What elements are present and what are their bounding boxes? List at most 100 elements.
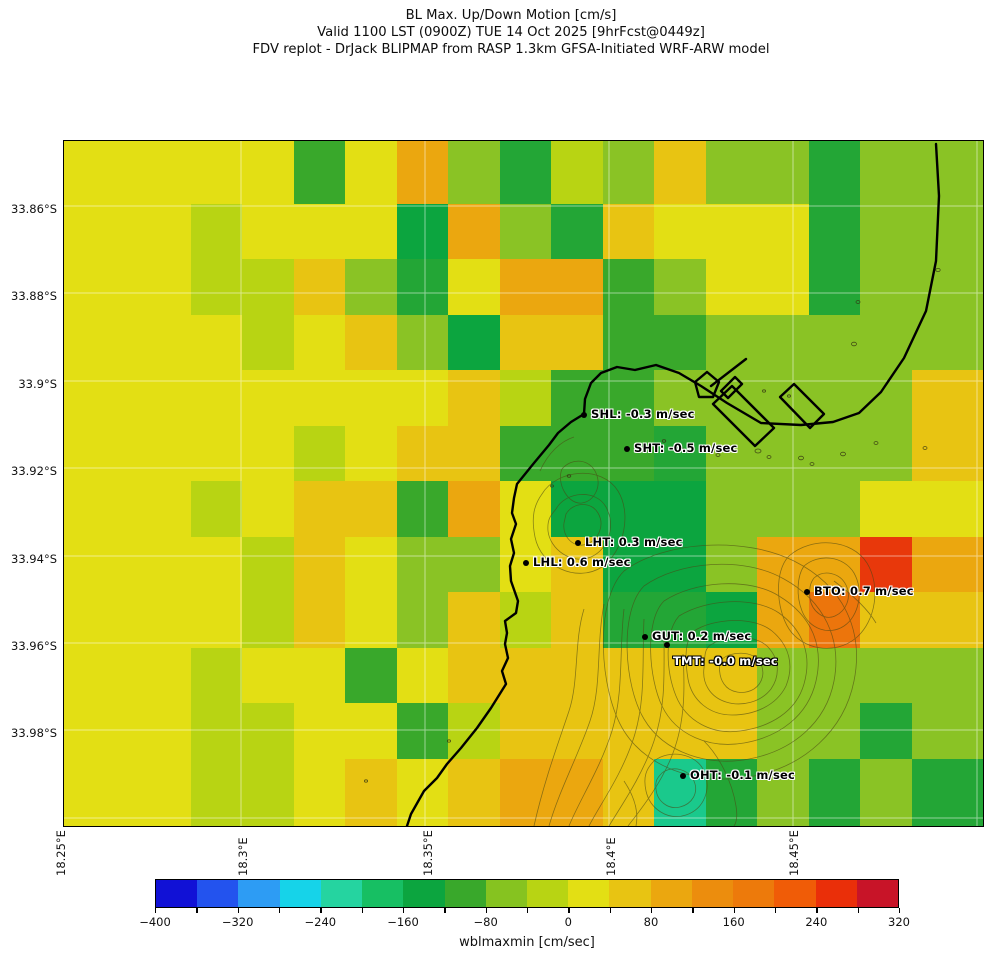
colorbar-tick-label: −320 (221, 915, 254, 929)
figure-title-block: BL Max. Up/Down Motion [cm/s] Valid 1100… (252, 7, 769, 58)
grid-cell (190, 647, 242, 703)
grid-cell (293, 259, 345, 315)
station-dot-lht (575, 540, 581, 546)
grid-cell (293, 703, 345, 759)
station-dot-oht (680, 773, 686, 779)
grid-cell (345, 592, 397, 648)
colorbar-tick-label: 160 (722, 915, 745, 929)
grid-cell (190, 592, 242, 648)
grid-cell (242, 370, 294, 426)
grid-cell (293, 647, 345, 703)
colorbar-segment (444, 880, 486, 907)
station-label-tmt: TMT: -0.0 m/sec (673, 654, 778, 668)
colorbar-tick (361, 908, 363, 913)
colorbar-tick (857, 908, 859, 913)
grid-cell (242, 647, 294, 703)
colorbar-tick-label: 0 (564, 915, 572, 929)
colorbar-segment (733, 880, 775, 907)
colorbar-tick (279, 908, 281, 913)
grid-cell (139, 141, 191, 204)
grid-cell (345, 758, 397, 826)
colorbar-segment (815, 880, 857, 907)
grid-cell (345, 141, 397, 204)
grid-cell (64, 647, 139, 703)
grid-cell (139, 758, 191, 826)
grid-cell (190, 481, 242, 537)
x-tick-label: 18.45°E (787, 830, 801, 876)
grid-cell (293, 481, 345, 537)
colorbar-tick (651, 908, 653, 913)
station-dot-gut (642, 634, 648, 640)
y-tick-label: 33.88°S (11, 289, 57, 303)
colorbar-tick (816, 908, 818, 913)
grid-cell (139, 203, 191, 259)
colorbar-tick (403, 908, 405, 913)
grid-cell (190, 703, 242, 759)
grid-cell (345, 370, 397, 426)
grid-cell (293, 592, 345, 648)
x-tick-label: 18.25°E (54, 830, 68, 876)
colorbar-segment (156, 880, 198, 907)
colorbar-tick (485, 908, 487, 913)
grid-cell (293, 425, 345, 481)
grid-cell (242, 758, 294, 826)
station-label-lhl: LHL: 0.6 m/sec (533, 555, 631, 569)
station-label-lht: LHT: 0.3 m/sec (585, 535, 683, 549)
y-tick-label: 33.98°S (11, 726, 57, 740)
colorbar-tick-label: 240 (805, 915, 828, 929)
colorbar-segment (856, 880, 898, 907)
grid-cell (64, 314, 139, 370)
station-dot-sht (624, 446, 630, 452)
grid-cell (293, 536, 345, 592)
station-dot-lhl (523, 560, 529, 566)
colorbar-tick (320, 908, 322, 913)
grid-cell (345, 425, 397, 481)
figure-valid-time: Valid 1100 LST (0900Z) TUE 14 Oct 2025 [… (317, 25, 705, 40)
grid-cell (190, 259, 242, 315)
grid-cell (190, 370, 242, 426)
grid-cell (345, 481, 397, 537)
station-label-gut: GUT: 0.2 m/sec (652, 629, 752, 643)
x-tick-label: 18.3°E (236, 837, 250, 876)
grid-cell (139, 370, 191, 426)
grid-cell (242, 703, 294, 759)
colorbar-tick (609, 908, 611, 913)
grid-cell (242, 314, 294, 370)
grid-cell (293, 370, 345, 426)
colorbar-tick-label: 320 (888, 915, 910, 929)
colorbar-axis-label: wblmaxmin [cm/sec] (459, 935, 595, 950)
grid-cell (190, 536, 242, 592)
station-dot-tmt (664, 642, 670, 648)
grid-cell (345, 536, 397, 592)
grid-cell (139, 481, 191, 537)
grid-cell (139, 647, 191, 703)
grid-cell (190, 203, 242, 259)
colorbar-segment (568, 880, 610, 907)
y-tick-label: 33.96°S (11, 639, 57, 653)
grid-cell (345, 314, 397, 370)
grid-cell (345, 703, 397, 759)
colorbar-segment (774, 880, 816, 907)
x-tick-label: 18.35°E (421, 830, 435, 876)
colorbar-segment (691, 880, 734, 907)
grid-cell (293, 758, 345, 826)
grid-cell (139, 314, 191, 370)
grid-cell (293, 141, 345, 204)
grid-cell (139, 592, 191, 648)
colorbar-tick-label: −240 (304, 915, 337, 929)
colorbar-tick (237, 908, 239, 913)
grid-cell (64, 370, 139, 426)
station-dot-bto (804, 589, 810, 595)
colorbar-tick (899, 908, 901, 913)
colorbar-gradient (155, 879, 899, 908)
grid-cell (139, 703, 191, 759)
station-label-oht: OHT: -0.1 m/sec (690, 768, 796, 782)
colorbar-segment (609, 880, 651, 907)
grid-cell (64, 425, 139, 481)
grid-cell (293, 203, 345, 259)
grid-cell (64, 259, 139, 315)
grid-cell (242, 481, 294, 537)
colorbar-tick (444, 908, 446, 913)
figure-title: BL Max. Up/Down Motion [cm/s] (405, 8, 617, 23)
